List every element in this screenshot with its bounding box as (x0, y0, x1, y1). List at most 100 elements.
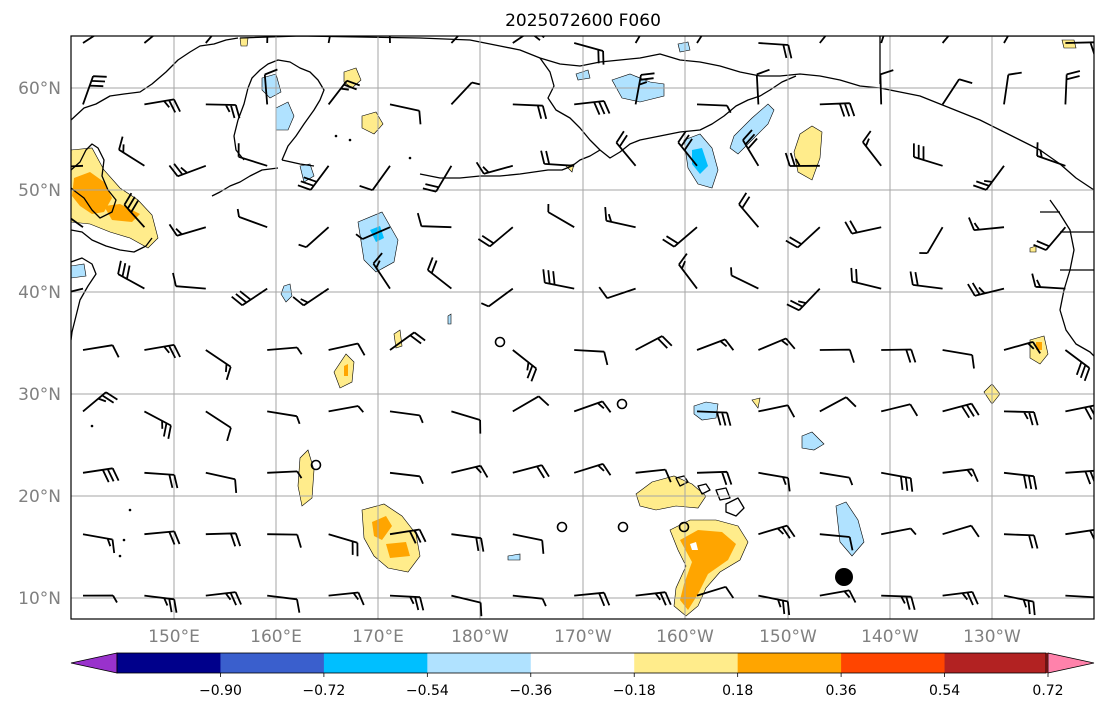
wind-barb (542, 269, 575, 290)
wind-barb (372, 252, 391, 290)
wind-barb (71, 164, 84, 168)
wind-barb (919, 226, 944, 254)
wind-barb (881, 471, 914, 492)
wind-barb (968, 217, 1005, 231)
colorbar-tick-label: 0.54 (929, 683, 960, 699)
lon-label: 150°E (148, 627, 200, 647)
wind-barb (696, 585, 735, 599)
wind-barb (881, 527, 917, 536)
wind-barb (844, 220, 882, 235)
wind-barb (942, 349, 975, 369)
wind-barb (634, 72, 655, 105)
wind-barb (758, 404, 796, 418)
wind-barb (355, 226, 391, 240)
wind-barb (819, 348, 855, 363)
wind-barb (1003, 341, 1041, 354)
wind-barb (1065, 404, 1094, 420)
wind-barb (880, 36, 885, 44)
wind-barb (1064, 70, 1081, 105)
colorbar: −0.90 −0.72 −0.54 −0.36 −0.18 0.18 0.36 0.54 0.7… (70, 652, 1095, 699)
lon-label: 150°W (759, 627, 817, 647)
wind-barb (144, 471, 179, 489)
wind-barb (292, 287, 330, 307)
wind-barb (143, 36, 155, 44)
wind-barb (422, 165, 453, 193)
wind-barb (143, 410, 172, 439)
wind-barb (913, 143, 943, 167)
colorbar-tick-label: −0.72 (302, 683, 345, 699)
wind-barb (738, 192, 760, 228)
wind-barb (512, 533, 545, 554)
lat-label: 20°N (18, 487, 61, 507)
longitude-labels: 150°E 160°E 170°E 180°W 170°W 160°W 150°… (148, 627, 1021, 647)
wind-barb (635, 335, 673, 351)
colorbar-segment (530, 653, 635, 673)
wind-barb (598, 286, 636, 300)
wind-barb (512, 103, 548, 120)
wind-barb (604, 207, 636, 229)
wind-barb (1064, 349, 1091, 382)
wind-barb (574, 349, 609, 366)
wind-barb (785, 226, 821, 249)
wind-barb (942, 524, 980, 538)
colorbar-frame (116, 652, 1047, 674)
wind-barb (942, 402, 980, 419)
wind-barb (266, 36, 269, 44)
wind-barb (82, 344, 120, 358)
colorbar-tick-label: 0.36 (826, 683, 857, 699)
wind-barb (71, 287, 84, 293)
wind-barb (231, 287, 268, 307)
wind-barb (1065, 529, 1094, 541)
wind-barb (819, 396, 857, 413)
wind-barb (512, 594, 547, 607)
colorbar-segment (427, 653, 532, 673)
wind-barb (1033, 226, 1067, 251)
wind-barb (1031, 273, 1066, 290)
wind-barb (327, 79, 361, 105)
wind-barb (1003, 36, 1010, 44)
wind-barb (118, 136, 145, 167)
wind-barb (328, 405, 364, 413)
wind-barb (973, 165, 1005, 191)
wind-barb (1036, 142, 1066, 167)
wind-barb (205, 471, 238, 493)
wind-barb (263, 68, 278, 105)
wind-barb (450, 81, 481, 106)
wind-barb (880, 403, 919, 417)
colorbar-tick-label: −0.54 (406, 683, 449, 699)
colorbar-tick-label: −0.36 (509, 683, 552, 699)
wind-barb (786, 287, 821, 312)
wind-barb (205, 591, 242, 606)
wind-barb (389, 528, 427, 544)
wind-barb (475, 161, 514, 175)
wind-barb (696, 470, 733, 486)
wind-barb (881, 594, 916, 611)
wind-barb (123, 192, 146, 228)
wind-barb (512, 395, 550, 413)
wind-barb (696, 36, 703, 44)
wind-barb (144, 98, 181, 113)
wind-barb (205, 36, 213, 44)
wind-barb (758, 337, 796, 351)
wind-barb (941, 78, 973, 105)
lon-label: 140°W (861, 627, 919, 647)
colorbar-segment (841, 653, 946, 673)
wind-barb (297, 165, 330, 191)
wind-barb (540, 150, 575, 167)
wind-barb (512, 349, 538, 382)
wind-barb (477, 226, 514, 248)
wind-barb (909, 271, 943, 290)
lon-label: 160°E (250, 627, 302, 647)
lat-label: 10°N (18, 589, 61, 609)
wind-barb (426, 257, 452, 290)
wind-barb (1065, 594, 1094, 599)
wind-barb (819, 36, 827, 44)
lon-label: 170°W (554, 627, 612, 647)
wind-barb (635, 591, 672, 606)
wind-barb (573, 400, 612, 413)
wind-barb (328, 342, 366, 356)
wind-barb (237, 143, 268, 167)
wind-barb (328, 533, 359, 557)
wind-barb (730, 267, 759, 290)
wind-barb (574, 100, 611, 115)
